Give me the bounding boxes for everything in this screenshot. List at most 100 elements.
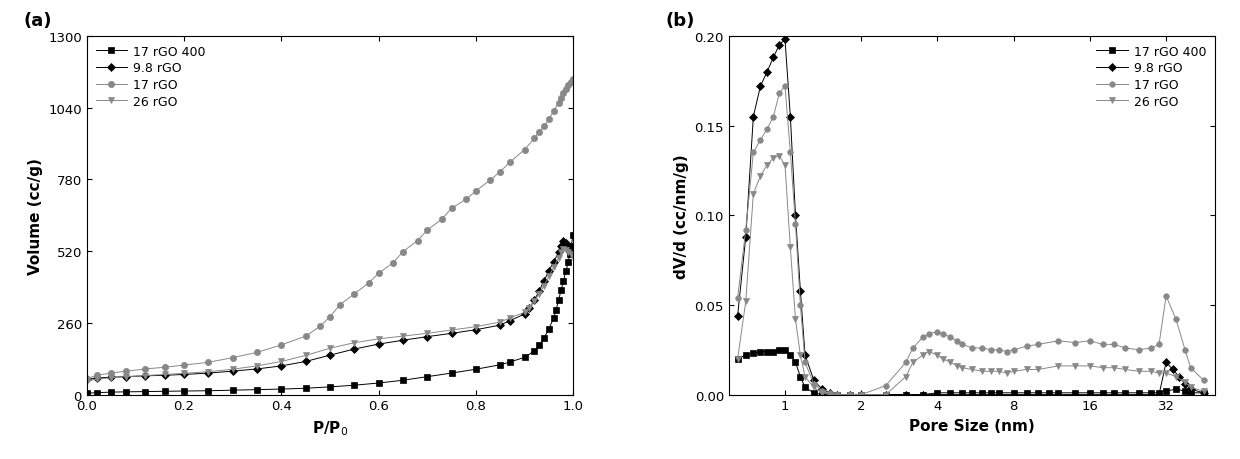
17 rGO: [797, 360, 812, 365]
17 rGO: [396, 249, 410, 255]
9.8 rGO: [878, 392, 893, 397]
9.8 rGO: [777, 38, 792, 43]
9.8 rGO: [556, 239, 570, 244]
17 rGO 400: [975, 390, 990, 396]
17 rGO 400: [1006, 390, 1021, 396]
17 rGO: [527, 136, 542, 142]
26 rGO: [547, 265, 562, 270]
9.8 rGO: [226, 369, 241, 374]
26 rGO: [396, 334, 410, 339]
17 rGO: [1178, 347, 1193, 353]
26 rGO: [371, 336, 386, 342]
26 rGO: [1050, 364, 1065, 369]
26 rGO: [522, 305, 537, 311]
9.8 rGO: [89, 375, 104, 381]
17 rGO 400: [562, 252, 577, 257]
26 rGO: [560, 250, 575, 256]
9.8 rGO: [1132, 392, 1147, 397]
9.8 rGO: [560, 245, 575, 250]
17 rGO: [975, 346, 990, 351]
17 rGO 400: [898, 392, 913, 397]
9.8 rGO: [322, 353, 337, 358]
26 rGO: [915, 353, 930, 358]
17 rGO: [777, 84, 792, 90]
26 rGO: [553, 250, 568, 256]
9.8 rGO: [299, 359, 314, 364]
9.8 rGO: [1068, 392, 1083, 397]
17 rGO: [760, 127, 775, 133]
17 rGO: [312, 324, 327, 329]
17 rGO 400: [878, 392, 893, 397]
26 rGO: [420, 331, 435, 336]
26 rGO: [878, 392, 893, 397]
26 rGO: [444, 328, 459, 333]
9.8 rGO: [965, 392, 980, 397]
Text: (b): (b): [666, 11, 694, 29]
9.8 rGO: [1030, 392, 1045, 397]
17 rGO 400: [118, 389, 133, 395]
17 rGO 400: [1117, 390, 1132, 396]
Y-axis label: dV/d (cc/nm/g): dV/d (cc/nm/g): [673, 154, 689, 278]
17 rGO 400: [1095, 390, 1110, 396]
17 rGO: [854, 392, 869, 397]
17 rGO: [1197, 378, 1211, 383]
9.8 rGO: [249, 366, 264, 372]
9.8 rGO: [1083, 392, 1097, 397]
17 rGO: [553, 96, 568, 101]
9.8 rGO: [930, 392, 945, 397]
17 rGO: [556, 91, 570, 97]
17 rGO: [915, 335, 930, 340]
26 rGO: [992, 369, 1007, 374]
17 rGO: [469, 189, 484, 194]
17 rGO: [226, 355, 241, 361]
17 rGO: [322, 314, 337, 320]
9.8 rGO: [830, 392, 844, 397]
17 rGO 400: [830, 392, 844, 397]
26 rGO: [89, 376, 104, 382]
17 rGO 400: [1050, 390, 1065, 396]
9.8 rGO: [274, 364, 289, 369]
9.8 rGO: [1006, 392, 1021, 397]
17 rGO 400: [854, 392, 869, 397]
17 rGO 400: [1132, 390, 1147, 396]
26 rGO: [565, 254, 580, 260]
17 rGO 400: [564, 243, 579, 249]
9.8 rGO: [396, 338, 410, 343]
17 rGO: [299, 334, 314, 339]
17 rGO: [79, 376, 94, 381]
9.8 rGO: [815, 386, 830, 392]
17 rGO: [274, 342, 289, 348]
26 rGO: [983, 369, 998, 374]
9.8 rGO: [792, 288, 807, 294]
Legend: 17 rGO 400, 9.8 rGO, 17 rGO, 26 rGO: 17 rGO 400, 9.8 rGO, 17 rGO, 26 rGO: [1094, 43, 1209, 111]
9.8 rGO: [1197, 390, 1211, 396]
17 rGO: [347, 291, 362, 297]
17 rGO: [459, 197, 474, 202]
9.8 rGO: [915, 392, 930, 397]
9.8 rGO: [1145, 392, 1159, 397]
17 rGO: [955, 342, 970, 347]
17 rGO 400: [322, 384, 337, 390]
17 rGO 400: [201, 388, 216, 394]
17 rGO: [434, 217, 449, 222]
26 rGO: [1095, 365, 1110, 371]
17 rGO 400: [942, 390, 957, 396]
17 rGO 400: [1030, 390, 1045, 396]
26 rGO: [556, 246, 570, 252]
26 rGO: [905, 360, 920, 365]
17 rGO: [542, 117, 557, 123]
17 rGO 400: [815, 392, 830, 397]
17 rGO: [558, 87, 573, 92]
17 rGO 400: [492, 362, 507, 368]
17 rGO: [361, 280, 376, 286]
26 rGO: [249, 364, 264, 369]
17 rGO 400: [79, 391, 94, 396]
17 rGO 400: [992, 390, 1007, 396]
17 rGO 400: [396, 378, 410, 383]
26 rGO: [1197, 388, 1211, 394]
17 rGO 400: [565, 232, 580, 238]
17 rGO 400: [558, 269, 573, 274]
9.8 rGO: [806, 378, 821, 383]
17 rGO: [753, 138, 768, 143]
17 rGO 400: [1068, 390, 1083, 396]
